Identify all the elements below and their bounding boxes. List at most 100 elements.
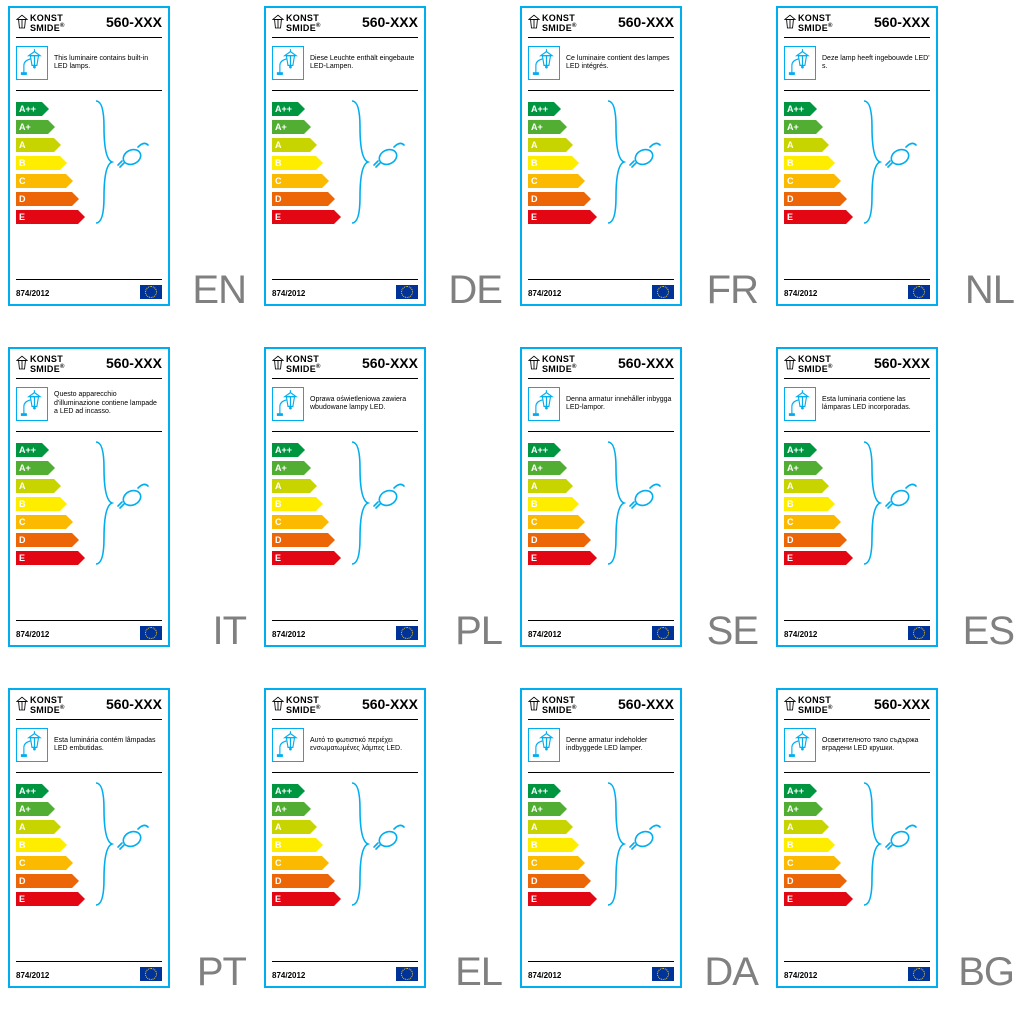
eu-flag-icon xyxy=(396,626,418,640)
model-number: 560-XXX xyxy=(618,14,674,30)
cell-DA: KONSTSMIDE® 560-XXX Denne armatur indeho… xyxy=(512,682,768,1023)
cell-BG: KONSTSMIDE® 560-XXX Осветителното тяло с… xyxy=(768,682,1024,1023)
brace-bulb-icon xyxy=(862,779,922,909)
lantern-icon xyxy=(275,731,301,759)
eu-flag-icon xyxy=(908,626,930,640)
brand: KONSTSMIDE® xyxy=(528,696,577,715)
brace-bulb-icon xyxy=(94,779,154,909)
energy-scale: A++ A+ A B C D xyxy=(272,773,418,913)
description-row: Questo apparecchio d'illuminazione conti… xyxy=(16,379,162,432)
brand-icon xyxy=(16,14,28,30)
label-header: KONSTSMIDE® 560-XXX xyxy=(272,696,418,720)
footer-divider xyxy=(528,279,674,280)
brace-bulb xyxy=(606,438,666,568)
model-number: 560-XXX xyxy=(874,355,930,371)
description-text: Esta luminaria contiene las lámparas LED… xyxy=(822,396,930,413)
label-header: KONSTSMIDE® 560-XXX xyxy=(528,355,674,379)
description-row: Ce luminaire contient des lampes LED int… xyxy=(528,38,674,91)
product-icon-box xyxy=(272,728,304,762)
description-row: Oprawa oświetleniowa zawiera wbudowane l… xyxy=(272,379,418,432)
description-text: Denna armatur innehåller inbygga LED-lam… xyxy=(566,396,674,413)
lantern-icon xyxy=(275,390,301,418)
model-number: 560-XXX xyxy=(106,14,162,30)
brand-icon xyxy=(784,696,796,712)
description-text: Αυτό το φωτιστικό περιέχει ενσωματωμένες… xyxy=(310,737,418,754)
brace-bulb-icon xyxy=(350,97,410,227)
brand: KONSTSMIDE® xyxy=(784,14,833,33)
brand-text: KONSTSMIDE® xyxy=(542,14,577,33)
language-code: EL xyxy=(455,950,502,995)
description-text: Esta luminária contém lâmpadas LED embut… xyxy=(54,737,162,754)
brand: KONSTSMIDE® xyxy=(784,355,833,374)
product-icon-box xyxy=(528,387,560,421)
energy-label: KONSTSMIDE® 560-XXX Denne armatur indeho… xyxy=(520,688,682,988)
description-text: This luminaire contains built-in LED lam… xyxy=(54,55,162,72)
energy-label: KONSTSMIDE® 560-XXX Denna armatur innehå… xyxy=(520,347,682,647)
brand-text: KONSTSMIDE® xyxy=(798,696,833,715)
language-code: FR xyxy=(707,268,758,313)
model-number: 560-XXX xyxy=(362,696,418,712)
lantern-icon xyxy=(19,390,45,418)
brand-icon xyxy=(272,14,284,30)
eu-flag-icon xyxy=(140,967,162,981)
brace-bulb xyxy=(350,438,410,568)
brand: KONSTSMIDE® xyxy=(784,696,833,715)
label-grid: KONSTSMIDE® 560-XXX This luminaire conta… xyxy=(0,0,1024,1024)
energy-scale: A++ A+ A B C D xyxy=(272,91,418,231)
brace-bulb-icon xyxy=(606,779,666,909)
eu-flag-icon xyxy=(652,967,674,981)
product-icon-box xyxy=(528,728,560,762)
brace-bulb xyxy=(94,438,154,568)
description-row: Αυτό το φωτιστικό περιέχει ενσωματωμένες… xyxy=(272,720,418,773)
eu-flag-icon xyxy=(652,626,674,640)
brace-bulb xyxy=(606,779,666,909)
brace-bulb xyxy=(94,97,154,227)
regulation-text: 874/2012 xyxy=(784,630,817,639)
language-code: DA xyxy=(704,950,758,995)
footer-divider xyxy=(16,620,162,621)
product-icon-box xyxy=(16,46,48,80)
brand-text: KONSTSMIDE® xyxy=(542,355,577,374)
brand-text: KONSTSMIDE® xyxy=(286,355,321,374)
brand-text: KONSTSMIDE® xyxy=(30,14,65,33)
brace-bulb xyxy=(94,779,154,909)
brand-icon xyxy=(272,355,284,371)
model-number: 560-XXX xyxy=(362,14,418,30)
model-number: 560-XXX xyxy=(618,696,674,712)
footer-divider xyxy=(784,620,930,621)
label-header: KONSTSMIDE® 560-XXX xyxy=(784,696,930,720)
language-code: ES xyxy=(963,609,1014,654)
cell-EL: KONSTSMIDE® 560-XXX Αυτό το φωτιστικό πε… xyxy=(256,682,512,1023)
footer-divider xyxy=(16,279,162,280)
description-text: Deze lamp heeft ingebouwde LED' s. xyxy=(822,55,930,72)
regulation-text: 874/2012 xyxy=(16,971,49,980)
label-header: KONSTSMIDE® 560-XXX xyxy=(528,14,674,38)
language-code: IT xyxy=(212,609,246,654)
footer-divider xyxy=(528,961,674,962)
language-code: EN xyxy=(192,268,246,313)
description-text: Oprawa oświetleniowa zawiera wbudowane l… xyxy=(310,396,418,413)
regulation-text: 874/2012 xyxy=(16,289,49,298)
eu-flag-icon xyxy=(140,285,162,299)
eu-flag-icon xyxy=(908,285,930,299)
product-icon-box xyxy=(272,387,304,421)
brand-text: KONSTSMIDE® xyxy=(798,14,833,33)
brace-bulb-icon xyxy=(606,97,666,227)
footer-divider xyxy=(784,961,930,962)
energy-label: KONSTSMIDE® 560-XXX This luminaire conta… xyxy=(8,6,170,306)
eu-flag-icon xyxy=(396,967,418,981)
footer-divider xyxy=(272,961,418,962)
brand: KONSTSMIDE® xyxy=(528,14,577,33)
energy-scale: A++ A+ A B C D xyxy=(528,432,674,572)
cell-FR: KONSTSMIDE® 560-XXX Ce luminaire contien… xyxy=(512,0,768,341)
brand-icon xyxy=(16,355,28,371)
brand-icon xyxy=(784,355,796,371)
brand-icon xyxy=(16,696,28,712)
description-text: Diese Leuchte enthält eingebaute LED-Lam… xyxy=(310,55,418,72)
brace-bulb xyxy=(862,779,922,909)
label-header: KONSTSMIDE® 560-XXX xyxy=(784,355,930,379)
brand: KONSTSMIDE® xyxy=(272,355,321,374)
description-row: Denne armatur indeholder indbyggede LED … xyxy=(528,720,674,773)
brace-bulb xyxy=(862,97,922,227)
cell-PT: KONSTSMIDE® 560-XXX Esta luminária conté… xyxy=(0,682,256,1023)
